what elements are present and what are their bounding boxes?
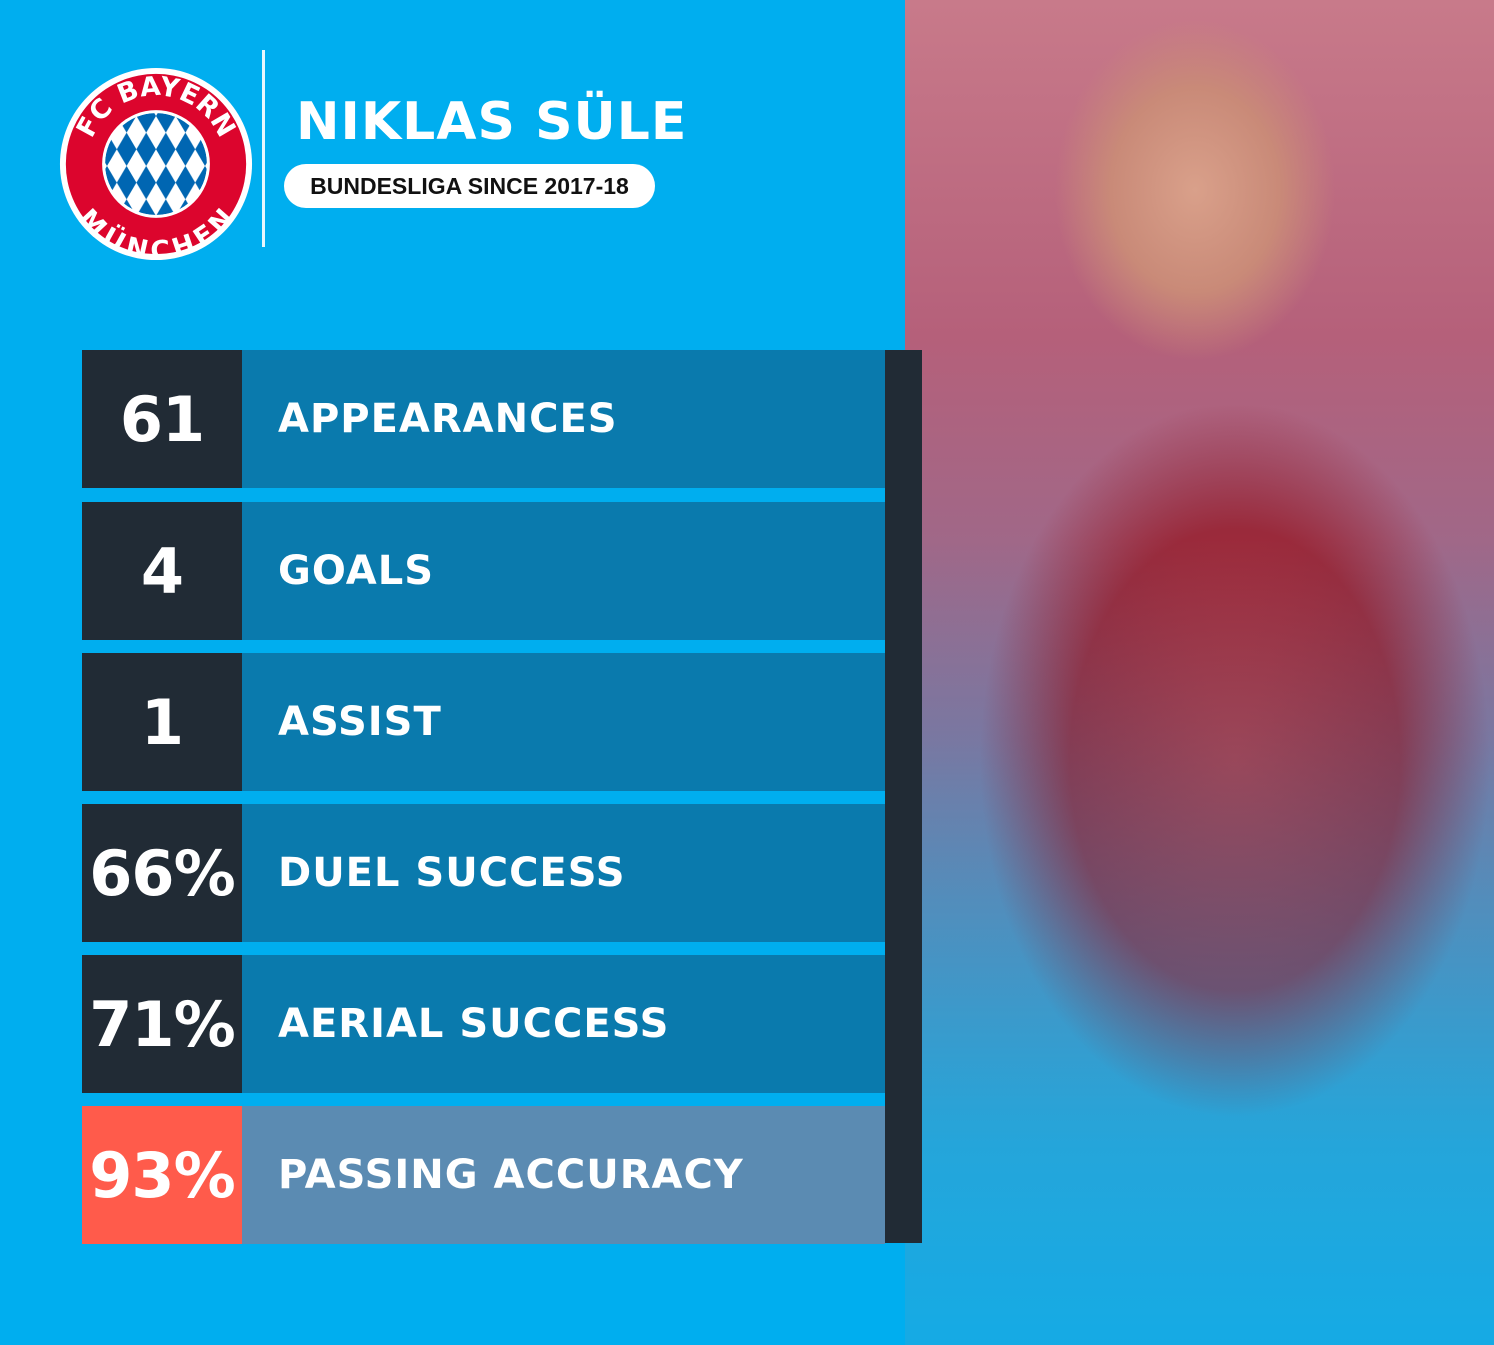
header-divider: [262, 50, 265, 247]
stat-label: AERIAL SUCCESS: [242, 955, 885, 1093]
stat-row-assist: 1 ASSIST: [82, 653, 885, 791]
stat-row-aerial-success: 71% AERIAL SUCCESS: [82, 955, 885, 1093]
stat-label: PASSING ACCURACY: [242, 1106, 885, 1244]
fc-bayern-logo: FC BAYERN MÜNCHEN: [59, 67, 253, 262]
stat-row-duel-success: 66% DUEL SUCCESS: [82, 804, 885, 942]
stat-label: ASSIST: [242, 653, 885, 791]
side-accent-bar: [885, 350, 922, 1243]
stat-value: 1: [82, 653, 242, 791]
stat-row-goals: 4 GOALS: [82, 502, 885, 640]
subtitle-badge: BUNDESLIGA SINCE 2017-18: [284, 164, 655, 208]
stat-label: APPEARANCES: [242, 350, 885, 488]
stat-value: 61: [82, 350, 242, 488]
stat-value: 4: [82, 502, 242, 640]
stat-label: GOALS: [242, 502, 885, 640]
player-name: NIKLAS SÜLE: [296, 92, 688, 152]
stat-row-appearances: 61 APPEARANCES: [82, 350, 885, 488]
stat-label: DUEL SUCCESS: [242, 804, 885, 942]
stat-value: 93%: [82, 1106, 242, 1244]
stat-value: 71%: [82, 955, 242, 1093]
photo-overlay: [905, 0, 1494, 1345]
stat-row-passing-accuracy: 93% PASSING ACCURACY: [82, 1106, 885, 1244]
stat-value: 66%: [82, 804, 242, 942]
